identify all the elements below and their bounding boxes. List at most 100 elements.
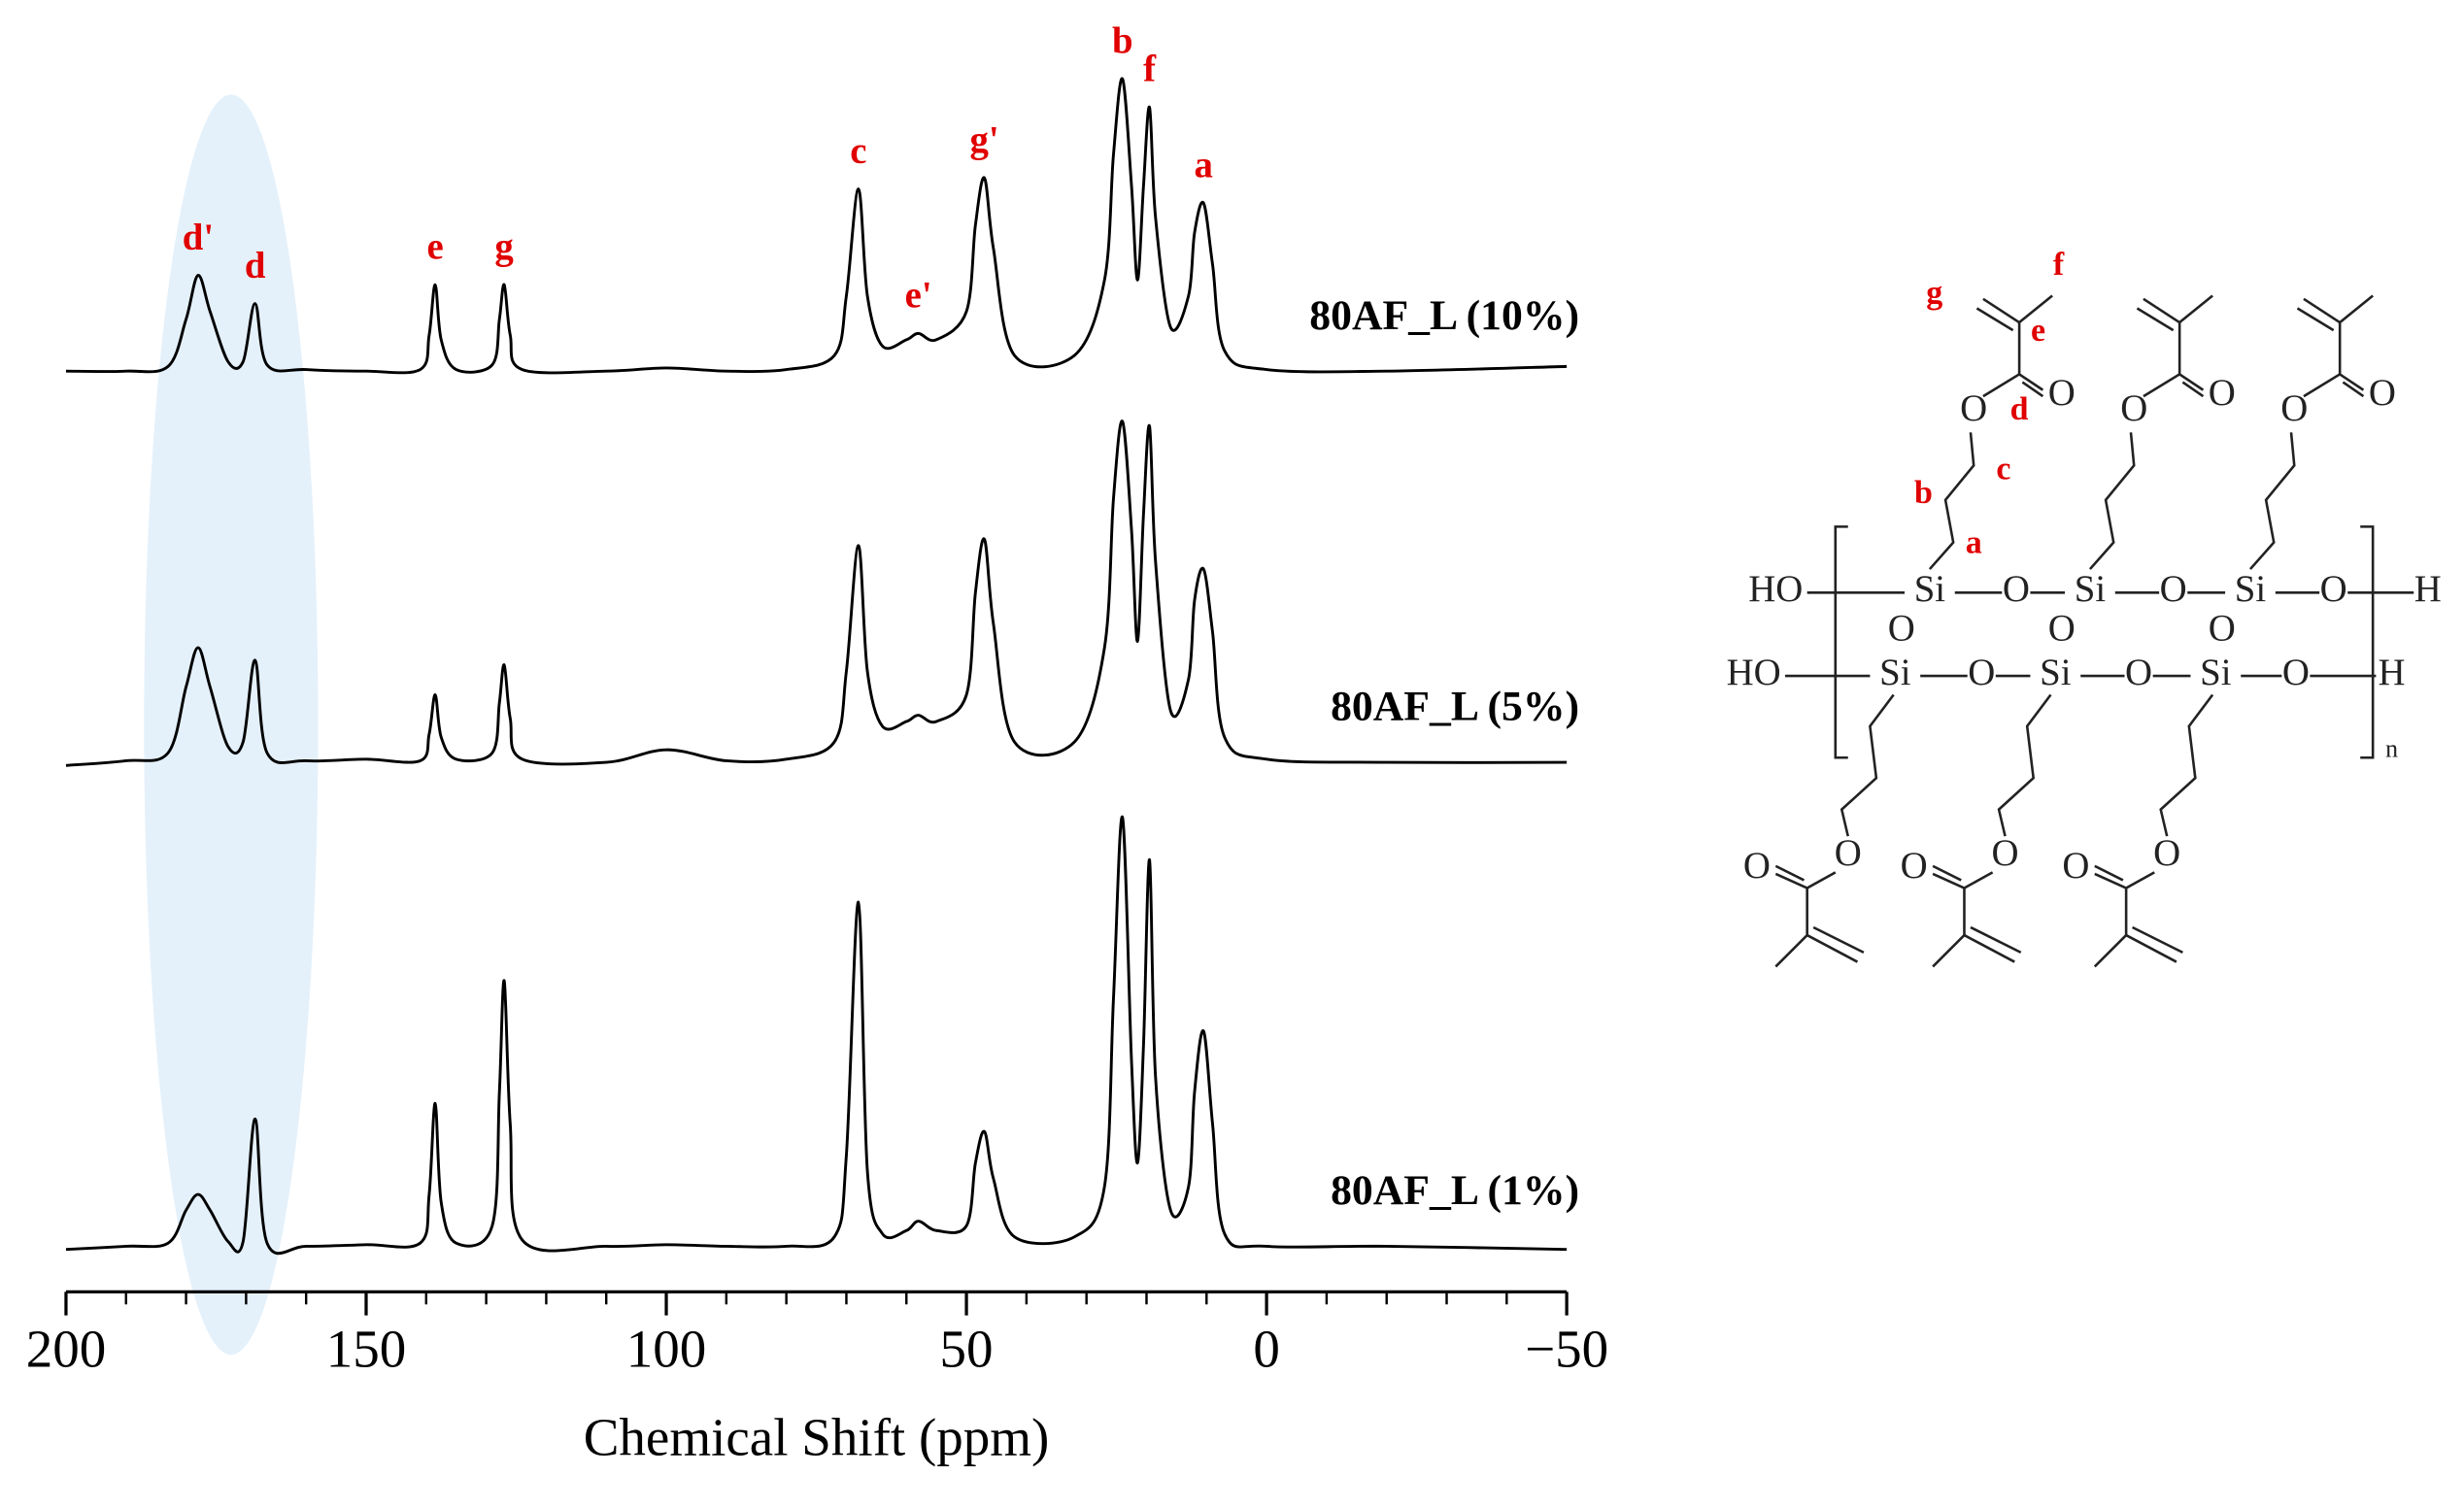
bond bbox=[1840, 693, 1895, 837]
x-tick-label: 150 bbox=[326, 1320, 407, 1379]
x-tick-label: 50 bbox=[940, 1320, 994, 1379]
atom: O bbox=[2120, 387, 2147, 429]
site-label: a bbox=[1966, 525, 1982, 561]
series-label: 80AF_L (10%) bbox=[1309, 292, 1579, 339]
spectrum-line bbox=[65, 815, 1568, 1256]
atom: Si bbox=[2075, 568, 2107, 610]
atom: H bbox=[2379, 652, 2406, 693]
atom: O bbox=[1960, 387, 1987, 429]
bond bbox=[2303, 297, 2341, 324]
atom: HO bbox=[1748, 568, 1803, 610]
bond bbox=[1806, 933, 1859, 963]
atom: O bbox=[2125, 652, 2152, 693]
atom: O bbox=[1743, 845, 1771, 887]
series-label: 80AF_L (5%) bbox=[1331, 684, 1579, 730]
bond bbox=[1970, 925, 2022, 955]
spectrum-line bbox=[65, 77, 1568, 375]
site-label: c bbox=[1996, 452, 2010, 487]
atom: Si bbox=[2040, 652, 2072, 693]
bond bbox=[1975, 307, 2014, 332]
site-label: d bbox=[2010, 391, 2029, 427]
bond bbox=[2338, 294, 2374, 375]
site-label: f bbox=[2053, 247, 2065, 283]
bond bbox=[1932, 864, 1962, 882]
peak-label: e bbox=[426, 226, 443, 268]
atom: O bbox=[2062, 845, 2089, 887]
atom: O bbox=[2320, 568, 2347, 610]
bond bbox=[2248, 432, 2296, 570]
bond bbox=[1963, 933, 2015, 963]
series-label: 80AF_L (1%) bbox=[1331, 1167, 1579, 1214]
bond bbox=[2181, 381, 2205, 398]
lower-chain: O O bbox=[1901, 693, 2052, 968]
bond bbox=[2342, 381, 2365, 398]
x-tick-label: −50 bbox=[1525, 1320, 1608, 1379]
highlight-region bbox=[144, 94, 319, 1356]
atom: O bbox=[2153, 832, 2180, 874]
lower-chain: O O bbox=[2062, 693, 2214, 968]
atom: O bbox=[2280, 387, 2308, 429]
bond bbox=[2177, 294, 2213, 375]
site-label: g bbox=[1926, 275, 1942, 311]
atom: O bbox=[1901, 845, 1928, 887]
peak-label: d bbox=[245, 245, 266, 286]
atom: HO bbox=[1727, 652, 1781, 693]
bond bbox=[1932, 888, 1966, 968]
atom: Si bbox=[1879, 652, 1911, 693]
atom: O bbox=[2048, 372, 2076, 414]
bond bbox=[1928, 432, 1975, 570]
bond bbox=[2125, 933, 2177, 963]
peak-label: g bbox=[494, 226, 514, 268]
atom: O bbox=[2048, 608, 2076, 650]
x-tick-label: 0 bbox=[1253, 1320, 1280, 1379]
bond bbox=[1997, 693, 2052, 837]
structure: O O O O O O bbox=[1727, 247, 2442, 968]
atom: O bbox=[1968, 652, 1995, 693]
x-axis-label: Chemical Shift (ppm) bbox=[584, 1407, 1050, 1466]
spectrum-line bbox=[65, 419, 1568, 767]
bond bbox=[2094, 871, 2155, 889]
lower-chain: O O bbox=[1743, 693, 1895, 968]
peak-label: a bbox=[1194, 144, 1212, 185]
bond bbox=[1932, 871, 1994, 889]
bracket bbox=[1834, 525, 1848, 759]
atom: O bbox=[1888, 608, 1915, 650]
atom: O bbox=[2003, 568, 2030, 610]
plot: 200 150 100 50 0 −50 Chemical Shift (ppm) 80AF_… bbox=[26, 20, 1608, 1467]
bond bbox=[2303, 372, 2365, 398]
peak-label: f bbox=[1143, 49, 1157, 90]
bond bbox=[1812, 925, 1865, 955]
atom: O bbox=[2209, 372, 2236, 414]
bond bbox=[1982, 297, 2020, 324]
atom: O bbox=[1992, 832, 2019, 874]
atom: O bbox=[2209, 608, 2236, 650]
bond bbox=[2143, 372, 2205, 398]
atom: O bbox=[1835, 832, 1862, 874]
atom: Si bbox=[2235, 568, 2267, 610]
atom: O bbox=[2160, 568, 2187, 610]
upper-chain: O O bbox=[2088, 294, 2236, 570]
bond bbox=[1774, 864, 1806, 882]
peak-label: c bbox=[850, 130, 866, 172]
bond bbox=[2088, 432, 2136, 570]
bond bbox=[2094, 864, 2124, 882]
bond bbox=[2021, 381, 2044, 398]
bond bbox=[2132, 925, 2183, 955]
upper-chain: O O bbox=[2248, 294, 2396, 570]
bond bbox=[2136, 307, 2175, 332]
peak-label: d' bbox=[183, 217, 214, 258]
bond bbox=[2296, 307, 2335, 332]
atom: Si bbox=[1914, 568, 1946, 610]
bond bbox=[1774, 888, 1808, 968]
peak-label: g' bbox=[970, 119, 999, 161]
atom: O bbox=[2369, 372, 2396, 414]
bond bbox=[1774, 871, 1837, 889]
atom: O bbox=[2282, 652, 2310, 693]
site-label: b bbox=[1914, 475, 1933, 511]
x-tick-label: 100 bbox=[626, 1320, 707, 1379]
bond bbox=[2143, 297, 2180, 324]
bracket bbox=[2360, 525, 2375, 759]
bond bbox=[2093, 888, 2128, 968]
